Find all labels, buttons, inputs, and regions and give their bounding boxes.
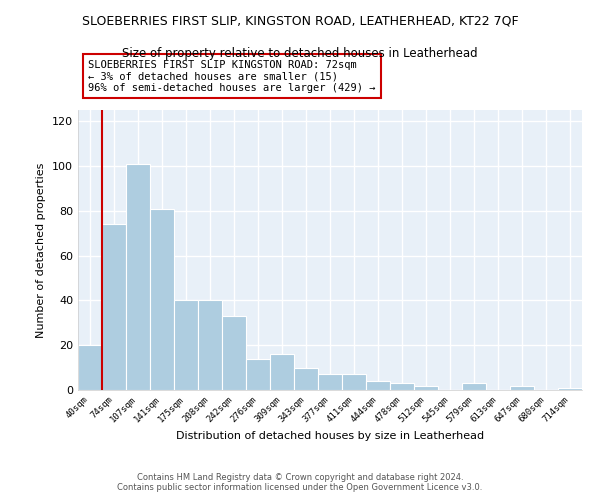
Bar: [150, 208, 174, 390]
Bar: [102, 224, 126, 390]
Bar: [342, 374, 366, 390]
Bar: [126, 164, 150, 390]
Bar: [462, 384, 486, 390]
Bar: [366, 381, 390, 390]
Text: SLOEBERRIES FIRST SLIP, KINGSTON ROAD, LEATHERHEAD, KT22 7QF: SLOEBERRIES FIRST SLIP, KINGSTON ROAD, L…: [82, 15, 518, 28]
Bar: [174, 300, 198, 390]
Text: Size of property relative to detached houses in Leatherhead: Size of property relative to detached ho…: [122, 48, 478, 60]
Bar: [222, 316, 246, 390]
Text: Contains HM Land Registry data © Crown copyright and database right 2024.
Contai: Contains HM Land Registry data © Crown c…: [118, 473, 482, 492]
Bar: [198, 300, 222, 390]
Bar: [510, 386, 534, 390]
Bar: [558, 388, 582, 390]
Y-axis label: Number of detached properties: Number of detached properties: [37, 162, 46, 338]
Bar: [294, 368, 318, 390]
Bar: [390, 384, 414, 390]
Bar: [78, 345, 102, 390]
Text: SLOEBERRIES FIRST SLIP KINGSTON ROAD: 72sqm
← 3% of detached houses are smaller : SLOEBERRIES FIRST SLIP KINGSTON ROAD: 72…: [88, 60, 376, 93]
Bar: [270, 354, 294, 390]
Bar: [246, 358, 270, 390]
Bar: [414, 386, 438, 390]
X-axis label: Distribution of detached houses by size in Leatherhead: Distribution of detached houses by size …: [176, 431, 484, 441]
Bar: [318, 374, 342, 390]
